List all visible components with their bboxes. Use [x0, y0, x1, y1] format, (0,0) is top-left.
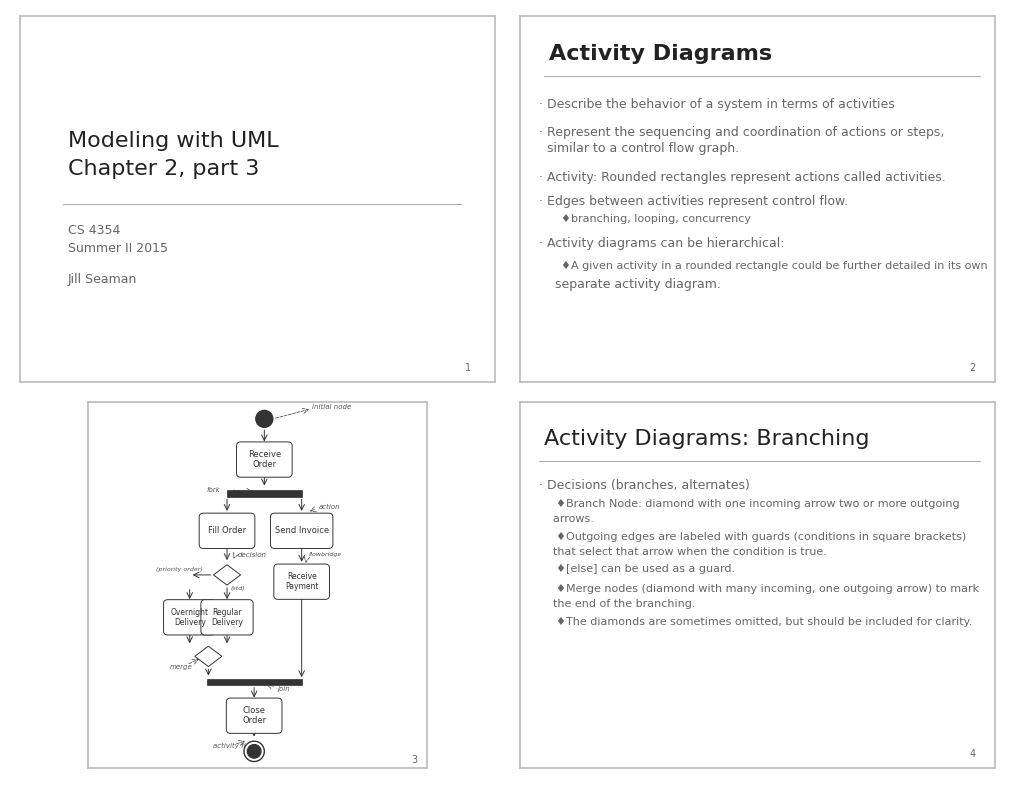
Text: CS 4354: CS 4354 [68, 224, 120, 236]
FancyBboxPatch shape [199, 513, 255, 548]
Text: arrows.: arrows. [539, 515, 593, 524]
Text: ♦Merge nodes (diamond with many incoming, one outgoing arrow) to mark: ♦Merge nodes (diamond with many incoming… [555, 584, 978, 594]
FancyBboxPatch shape [163, 600, 216, 635]
Text: Receive
Payment: Receive Payment [284, 572, 318, 592]
Text: Receive
Order: Receive Order [248, 450, 280, 470]
Text: Overnight
Delivery: Overnight Delivery [170, 608, 209, 627]
Text: Fill Order: Fill Order [208, 526, 246, 535]
FancyBboxPatch shape [226, 698, 281, 734]
Text: · Activity diagrams can be hierarchical:: · Activity diagrams can be hierarchical: [539, 237, 784, 251]
Text: Activity Diagrams: Activity Diagrams [548, 44, 771, 65]
Bar [207, 678, 302, 685]
Text: 3: 3 [411, 755, 417, 765]
FancyBboxPatch shape [273, 564, 329, 600]
Text: Jill Seaman: Jill Seaman [68, 273, 138, 286]
Text: · Represent the sequencing and coordination of actions or steps,: · Represent the sequencing and coordinat… [539, 126, 944, 139]
Text: flowbridge: flowbridge [308, 552, 341, 557]
Circle shape [256, 411, 272, 427]
Text: action: action [318, 504, 340, 510]
Text: activity final: activity final [213, 743, 257, 749]
Text: Regular
Delivery: Regular Delivery [211, 608, 243, 627]
Text: (priority order): (priority order) [156, 567, 203, 572]
Polygon shape [213, 565, 240, 585]
Text: ♦Outgoing edges are labeled with guards (conditions in square brackets): ♦Outgoing edges are labeled with guards … [555, 532, 965, 542]
FancyBboxPatch shape [236, 442, 291, 478]
Text: · Edges between activities represent control flow.: · Edges between activities represent con… [539, 195, 848, 208]
Text: ♦Branch Node: diamond with one incoming arrow two or more outgoing: ♦Branch Node: diamond with one incoming … [555, 499, 959, 509]
Bar [227, 490, 302, 496]
Text: decision: decision [237, 552, 266, 558]
Circle shape [244, 742, 264, 761]
Polygon shape [195, 646, 222, 667]
Text: the end of the branching.: the end of the branching. [539, 600, 695, 609]
Text: that select that arrow when the condition is true.: that select that arrow when the conditio… [539, 548, 826, 557]
Text: · Describe the behavior of a system in terms of activities: · Describe the behavior of a system in t… [539, 98, 894, 111]
Text: ♦A given activity in a rounded rectangle could be further detailed in its own: ♦A given activity in a rounded rectangle… [560, 262, 986, 271]
Text: separate activity diagram.: separate activity diagram. [539, 277, 720, 291]
Text: Send Invoice: Send Invoice [274, 526, 328, 535]
Text: similar to a control flow graph.: similar to a control flow graph. [539, 142, 739, 155]
Text: Activity Diagrams: Branching: Activity Diagrams: Branching [543, 429, 868, 448]
Text: merge: merge [169, 663, 192, 670]
FancyBboxPatch shape [201, 600, 253, 635]
Text: ♦branching, looping, concurrency: ♦branching, looping, concurrency [560, 214, 750, 225]
Text: fork: fork [207, 487, 220, 493]
Text: Modeling with UML
Chapter 2, part 3: Modeling with UML Chapter 2, part 3 [68, 131, 278, 179]
Text: Summer II 2015: Summer II 2015 [68, 242, 168, 255]
Text: (std): (std) [230, 586, 245, 591]
Text: Close
Order: Close Order [242, 706, 266, 726]
Text: ♦The diamonds are sometimes omitted, but should be included for clarity.: ♦The diamonds are sometimes omitted, but… [555, 617, 971, 627]
FancyBboxPatch shape [270, 513, 332, 548]
Text: 4: 4 [968, 749, 974, 759]
Text: initial node: initial node [312, 404, 351, 410]
Text: 1: 1 [465, 363, 471, 373]
Circle shape [248, 745, 261, 758]
Text: join: join [277, 686, 290, 692]
Text: · Decisions (branches, alternates): · Decisions (branches, alternates) [539, 479, 749, 492]
Text: ♦[else] can be used as a guard.: ♦[else] can be used as a guard. [555, 564, 734, 574]
Text: 2: 2 [968, 363, 974, 373]
Text: · Activity: Rounded rectangles represent actions called activities.: · Activity: Rounded rectangles represent… [539, 172, 945, 184]
